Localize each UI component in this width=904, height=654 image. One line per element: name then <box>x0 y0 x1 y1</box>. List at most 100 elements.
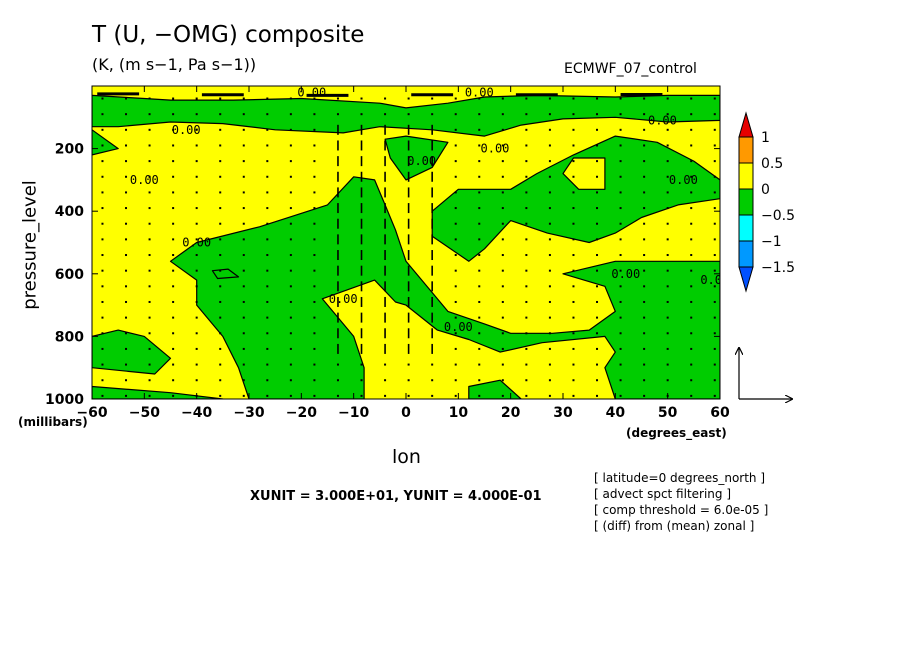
x-tick-label: −50 <box>129 405 160 421</box>
wind-vector <box>454 347 457 350</box>
wind-vector <box>643 128 646 131</box>
wind-vector <box>266 113 269 116</box>
wind-vector <box>501 175 504 178</box>
wind-vector <box>148 332 151 335</box>
wind-vector <box>478 191 481 194</box>
wind-vector <box>242 144 245 147</box>
wind-vector <box>501 128 504 131</box>
wind-vector <box>454 332 457 335</box>
wind-vector <box>172 207 175 210</box>
wind-vector <box>713 238 716 241</box>
wind-vector <box>360 363 363 366</box>
wind-vector <box>666 316 669 319</box>
wind-vector <box>219 160 222 163</box>
wind-vector <box>619 97 622 100</box>
x-units-label: (degrees_east) <box>626 426 727 440</box>
wind-vector <box>690 316 693 319</box>
wind-vector <box>596 175 599 178</box>
wind-vector <box>195 269 198 272</box>
wind-vector <box>713 332 716 335</box>
wind-vector <box>501 207 504 210</box>
wind-vector <box>313 175 316 178</box>
wind-vector <box>101 379 104 382</box>
wind-vector <box>125 238 128 241</box>
wind-vector <box>666 269 669 272</box>
wind-vector <box>690 222 693 225</box>
wind-vector <box>313 128 316 131</box>
wind-vector <box>548 191 551 194</box>
negative-region <box>169 176 720 399</box>
wind-vector <box>572 379 575 382</box>
y-tick-label: 600 <box>55 267 84 283</box>
wind-vector <box>478 97 481 100</box>
wind-vector <box>525 254 528 257</box>
wind-vector <box>195 113 198 116</box>
wind-vector <box>619 379 622 382</box>
wind-vector <box>666 207 669 210</box>
wind-vector <box>478 254 481 257</box>
wind-vector <box>266 269 269 272</box>
wind-vector <box>666 222 669 225</box>
wind-vector <box>454 175 457 178</box>
wind-vector <box>266 207 269 210</box>
wind-vector <box>525 269 528 272</box>
wind-vector <box>219 347 222 350</box>
wind-vector <box>195 332 198 335</box>
wind-vector <box>172 394 175 397</box>
wind-vector <box>125 332 128 335</box>
wind-vector <box>525 113 528 116</box>
contour-labels: 0.00 0.00 0.00 0.00 0.00 0.00 0.00 0.00 0.00 0.00… <box>130 86 720 334</box>
wind-vector <box>289 128 292 131</box>
wind-vector <box>596 254 599 257</box>
wind-vector <box>172 222 175 225</box>
x-tick-label: 20 <box>501 405 521 421</box>
wind-vector <box>690 300 693 303</box>
note-line: [ latitude=0 degrees_north ] <box>594 471 766 485</box>
wind-vector <box>454 222 457 225</box>
wind-vector <box>266 97 269 100</box>
wind-vector <box>219 332 222 335</box>
x-axis-label: lon <box>392 446 421 468</box>
wind-vector <box>313 316 316 319</box>
wind-vector <box>148 160 151 163</box>
wind-vector <box>313 347 316 350</box>
wind-vector <box>289 363 292 366</box>
wind-vector <box>148 363 151 366</box>
wind-vector <box>454 128 457 131</box>
wind-vector <box>101 191 104 194</box>
wind-vector <box>125 175 128 178</box>
wind-vector <box>501 222 504 225</box>
wind-vector <box>572 300 575 303</box>
wind-vector <box>501 238 504 241</box>
wind-vector <box>596 144 599 147</box>
wind-vector <box>266 191 269 194</box>
wind-vector <box>289 207 292 210</box>
wind-vector <box>360 97 363 100</box>
wind-vector <box>195 379 198 382</box>
wind-vector <box>195 97 198 100</box>
wind-vector <box>242 128 245 131</box>
wind-vector <box>548 113 551 116</box>
dataset-label: ECMWF_07_control <box>564 61 697 77</box>
wind-vector <box>548 379 551 382</box>
wind-vector <box>195 207 198 210</box>
wind-vector <box>501 254 504 257</box>
wind-vector <box>266 300 269 303</box>
wind-vector <box>172 254 175 257</box>
wind-vector <box>336 97 339 100</box>
wind-vector <box>525 394 528 397</box>
wind-vector <box>501 285 504 288</box>
wind-vector <box>384 97 387 100</box>
wind-vector <box>690 332 693 335</box>
wind-vector <box>666 363 669 366</box>
wind-vector <box>289 316 292 319</box>
wind-vector <box>454 394 457 397</box>
wind-vector <box>195 347 198 350</box>
wind-vector <box>125 207 128 210</box>
wind-vector <box>242 269 245 272</box>
wind-vector <box>148 144 151 147</box>
wind-vector <box>713 300 716 303</box>
wind-vector <box>289 160 292 163</box>
wind-vector <box>195 144 198 147</box>
wind-vector <box>690 254 693 257</box>
